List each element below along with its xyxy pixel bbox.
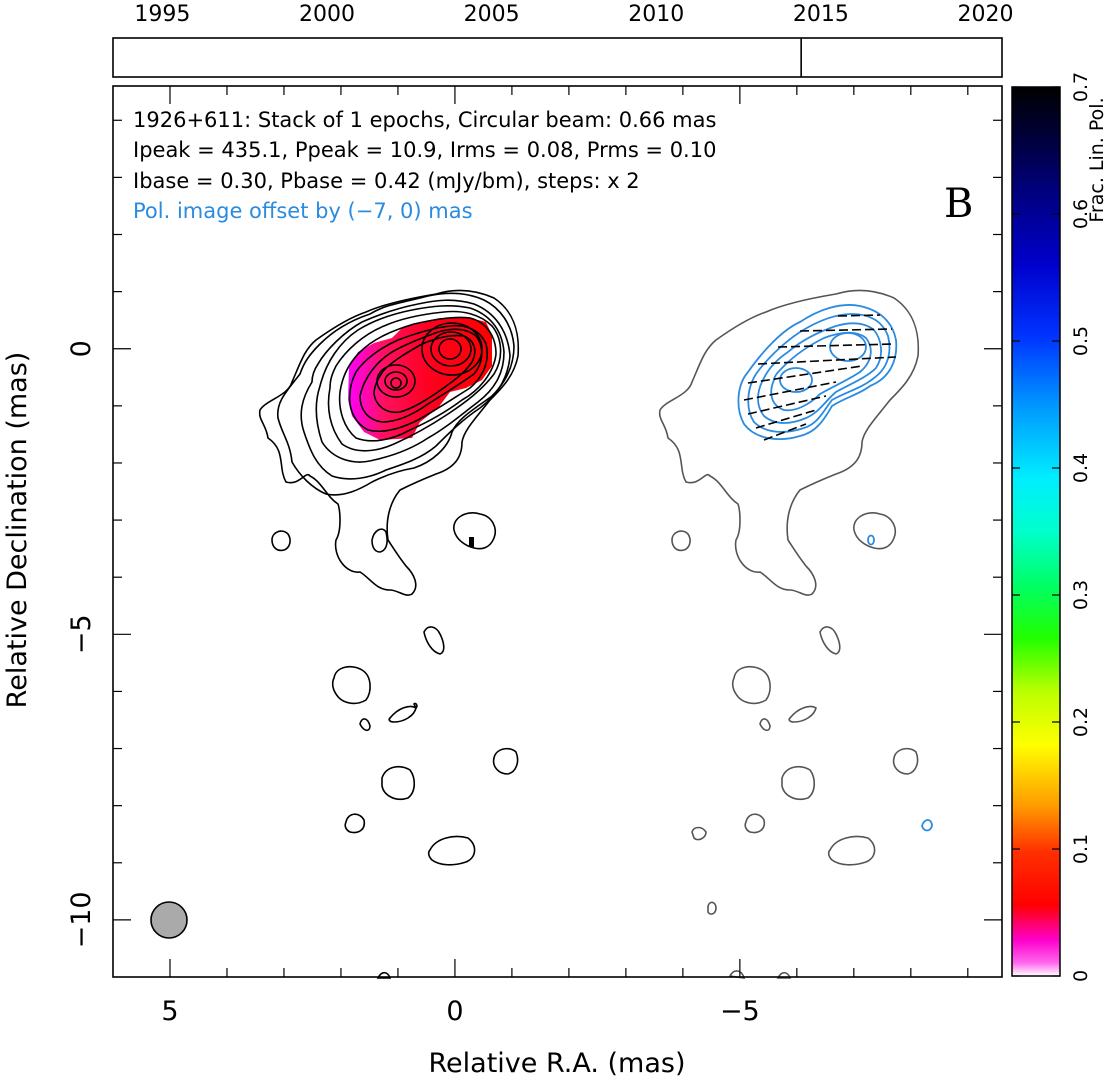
colorbar-tick-label: 0.4	[1070, 453, 1092, 483]
colorbar-tick-label: 0.2	[1070, 707, 1092, 737]
polarized-intensity-contours	[737, 304, 933, 832]
evpa-vectors	[743, 314, 897, 441]
x-tick-label: 5	[161, 996, 178, 1027]
frame-ticks	[113, 86, 1002, 977]
panel-letter: B	[944, 181, 973, 227]
annotation-line-4: Pol. image offset by (−7, 0) mas	[133, 199, 473, 223]
timeline-year-label: 2015	[793, 2, 849, 27]
pol-pixel-marker	[469, 537, 474, 547]
x-tick-labels: 5 0 −5	[161, 996, 759, 1027]
y-tick-labels: 0 −5 −10	[66, 340, 97, 948]
timeline-year-labels: 1995 2000 2005 2010 2015 2020	[134, 2, 1013, 27]
x-tick-label: −5	[720, 996, 760, 1027]
timeline-year-label: 2010	[628, 2, 684, 27]
timeline-year-label: 2005	[464, 2, 520, 27]
timeline-year-label: 2020	[958, 2, 1014, 27]
timeline-year-label: 1995	[134, 2, 190, 27]
polarization-image	[348, 318, 492, 440]
colorbar-ticks: 0 0.1 0.2 0.3 0.4 0.5 0.6 0.7	[1012, 72, 1092, 982]
y-tick-label: −10	[66, 891, 97, 948]
colorbar-tick-label: 0.3	[1070, 580, 1092, 610]
y-tick-label: −5	[66, 614, 97, 654]
stokes-i-contours-right	[658, 289, 920, 979]
timeline-year-label: 2000	[299, 2, 355, 27]
timeline-frame	[112, 37, 1003, 78]
y-tick-label: 0	[66, 340, 97, 357]
colorbar-tick-label: 0.6	[1070, 199, 1092, 229]
colorbar-tick-label: 0.7	[1070, 72, 1092, 102]
beam-circle	[150, 901, 188, 939]
x-tick-label: 0	[446, 996, 463, 1027]
stokes-i-contours-left	[258, 289, 520, 979]
annotation-line-2: Ipeak = 435.1, Ppeak = 10.9, Irms = 0.08…	[133, 138, 716, 162]
plot-frame	[112, 85, 1003, 978]
y-axis-label: Relative Declination (mas)	[2, 352, 33, 709]
colorbar-tick-label: 0.1	[1070, 834, 1092, 864]
colorbar-label: Frac. Lin. Pol.	[1086, 97, 1108, 222]
colorbar	[1011, 86, 1061, 977]
annotation-line-3: Ibase = 0.30, Pbase = 0.42 (mJy/bm), ste…	[133, 169, 640, 193]
x-axis-label: Relative R.A. (mas)	[429, 1048, 686, 1079]
colorbar-tick-label: 0	[1070, 970, 1092, 982]
annotation-line-1: 1926+611: Stack of 1 epochs, Circular be…	[133, 108, 716, 132]
colorbar-tick-label: 0.5	[1070, 326, 1092, 356]
